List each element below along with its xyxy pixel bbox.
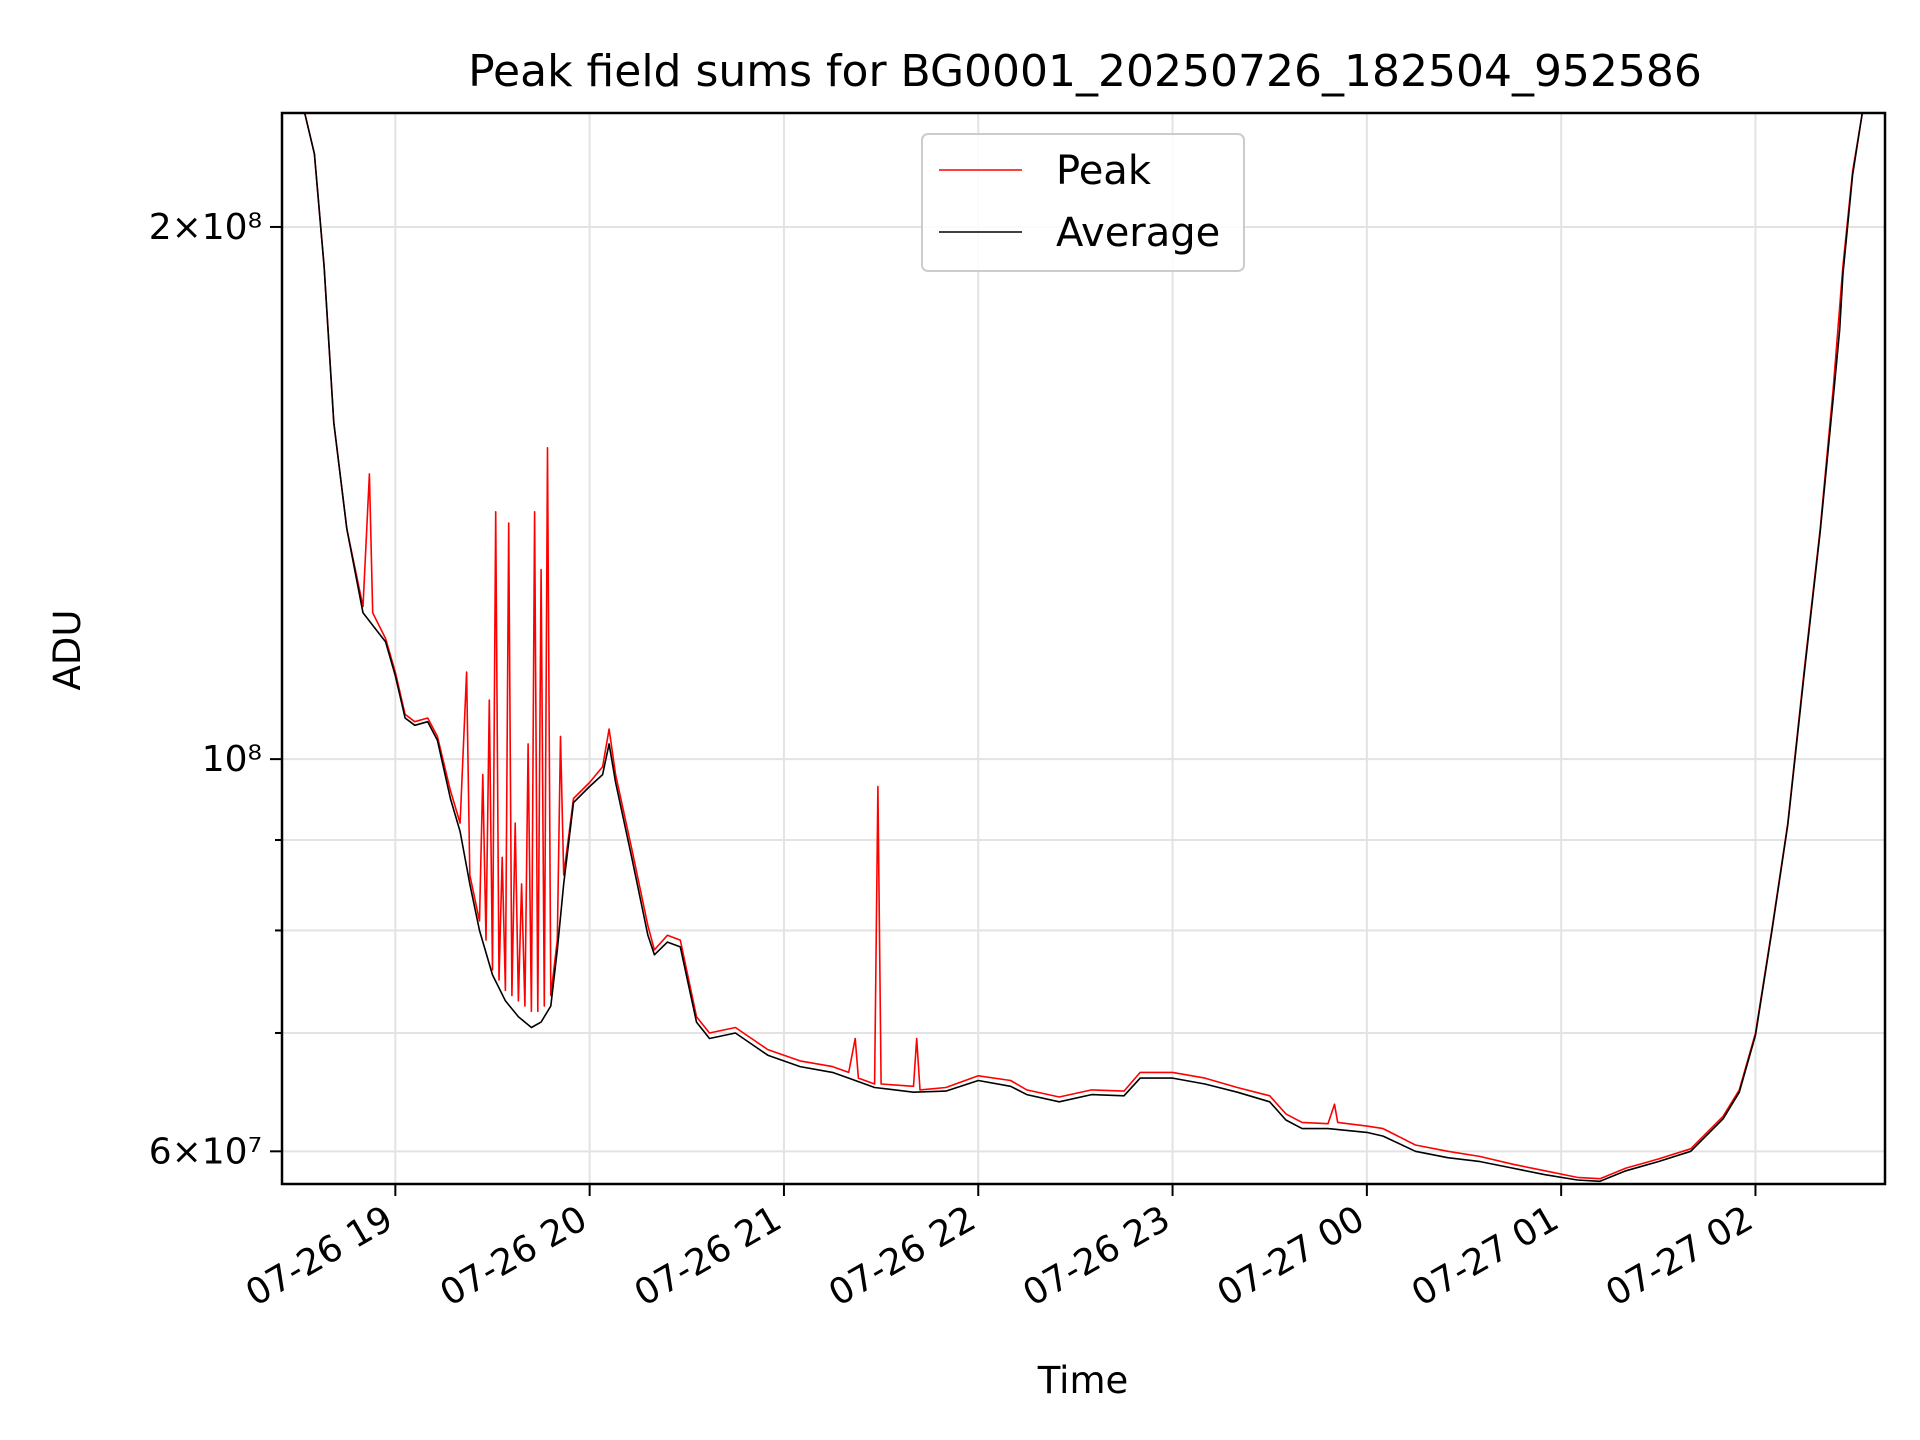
y-axis: 2×10⁸ 10⁸ 6×10⁷ xyxy=(149,207,282,1172)
grid xyxy=(282,113,1885,1184)
series-layer xyxy=(282,113,1885,1183)
y-tick-label: 2×10⁸ xyxy=(149,207,262,248)
legend-label-peak: Peak xyxy=(1056,148,1152,194)
x-axis-label: Time xyxy=(1037,1359,1129,1402)
legend-label-average: Average xyxy=(1056,210,1220,256)
legend-box xyxy=(921,133,1245,272)
y-tick-label: 6×10⁷ xyxy=(149,1131,262,1172)
plot-frame xyxy=(280,111,1887,1186)
y-axis-label: ADU xyxy=(46,610,89,691)
series-line-average xyxy=(282,113,1885,1183)
y-tick-label: 10⁸ xyxy=(202,739,262,780)
series-line-peak xyxy=(282,113,1885,1180)
chart-title: Peak field sums for BG0001_20250726_1825… xyxy=(468,46,1702,97)
legend: Peak Average xyxy=(921,133,1245,272)
